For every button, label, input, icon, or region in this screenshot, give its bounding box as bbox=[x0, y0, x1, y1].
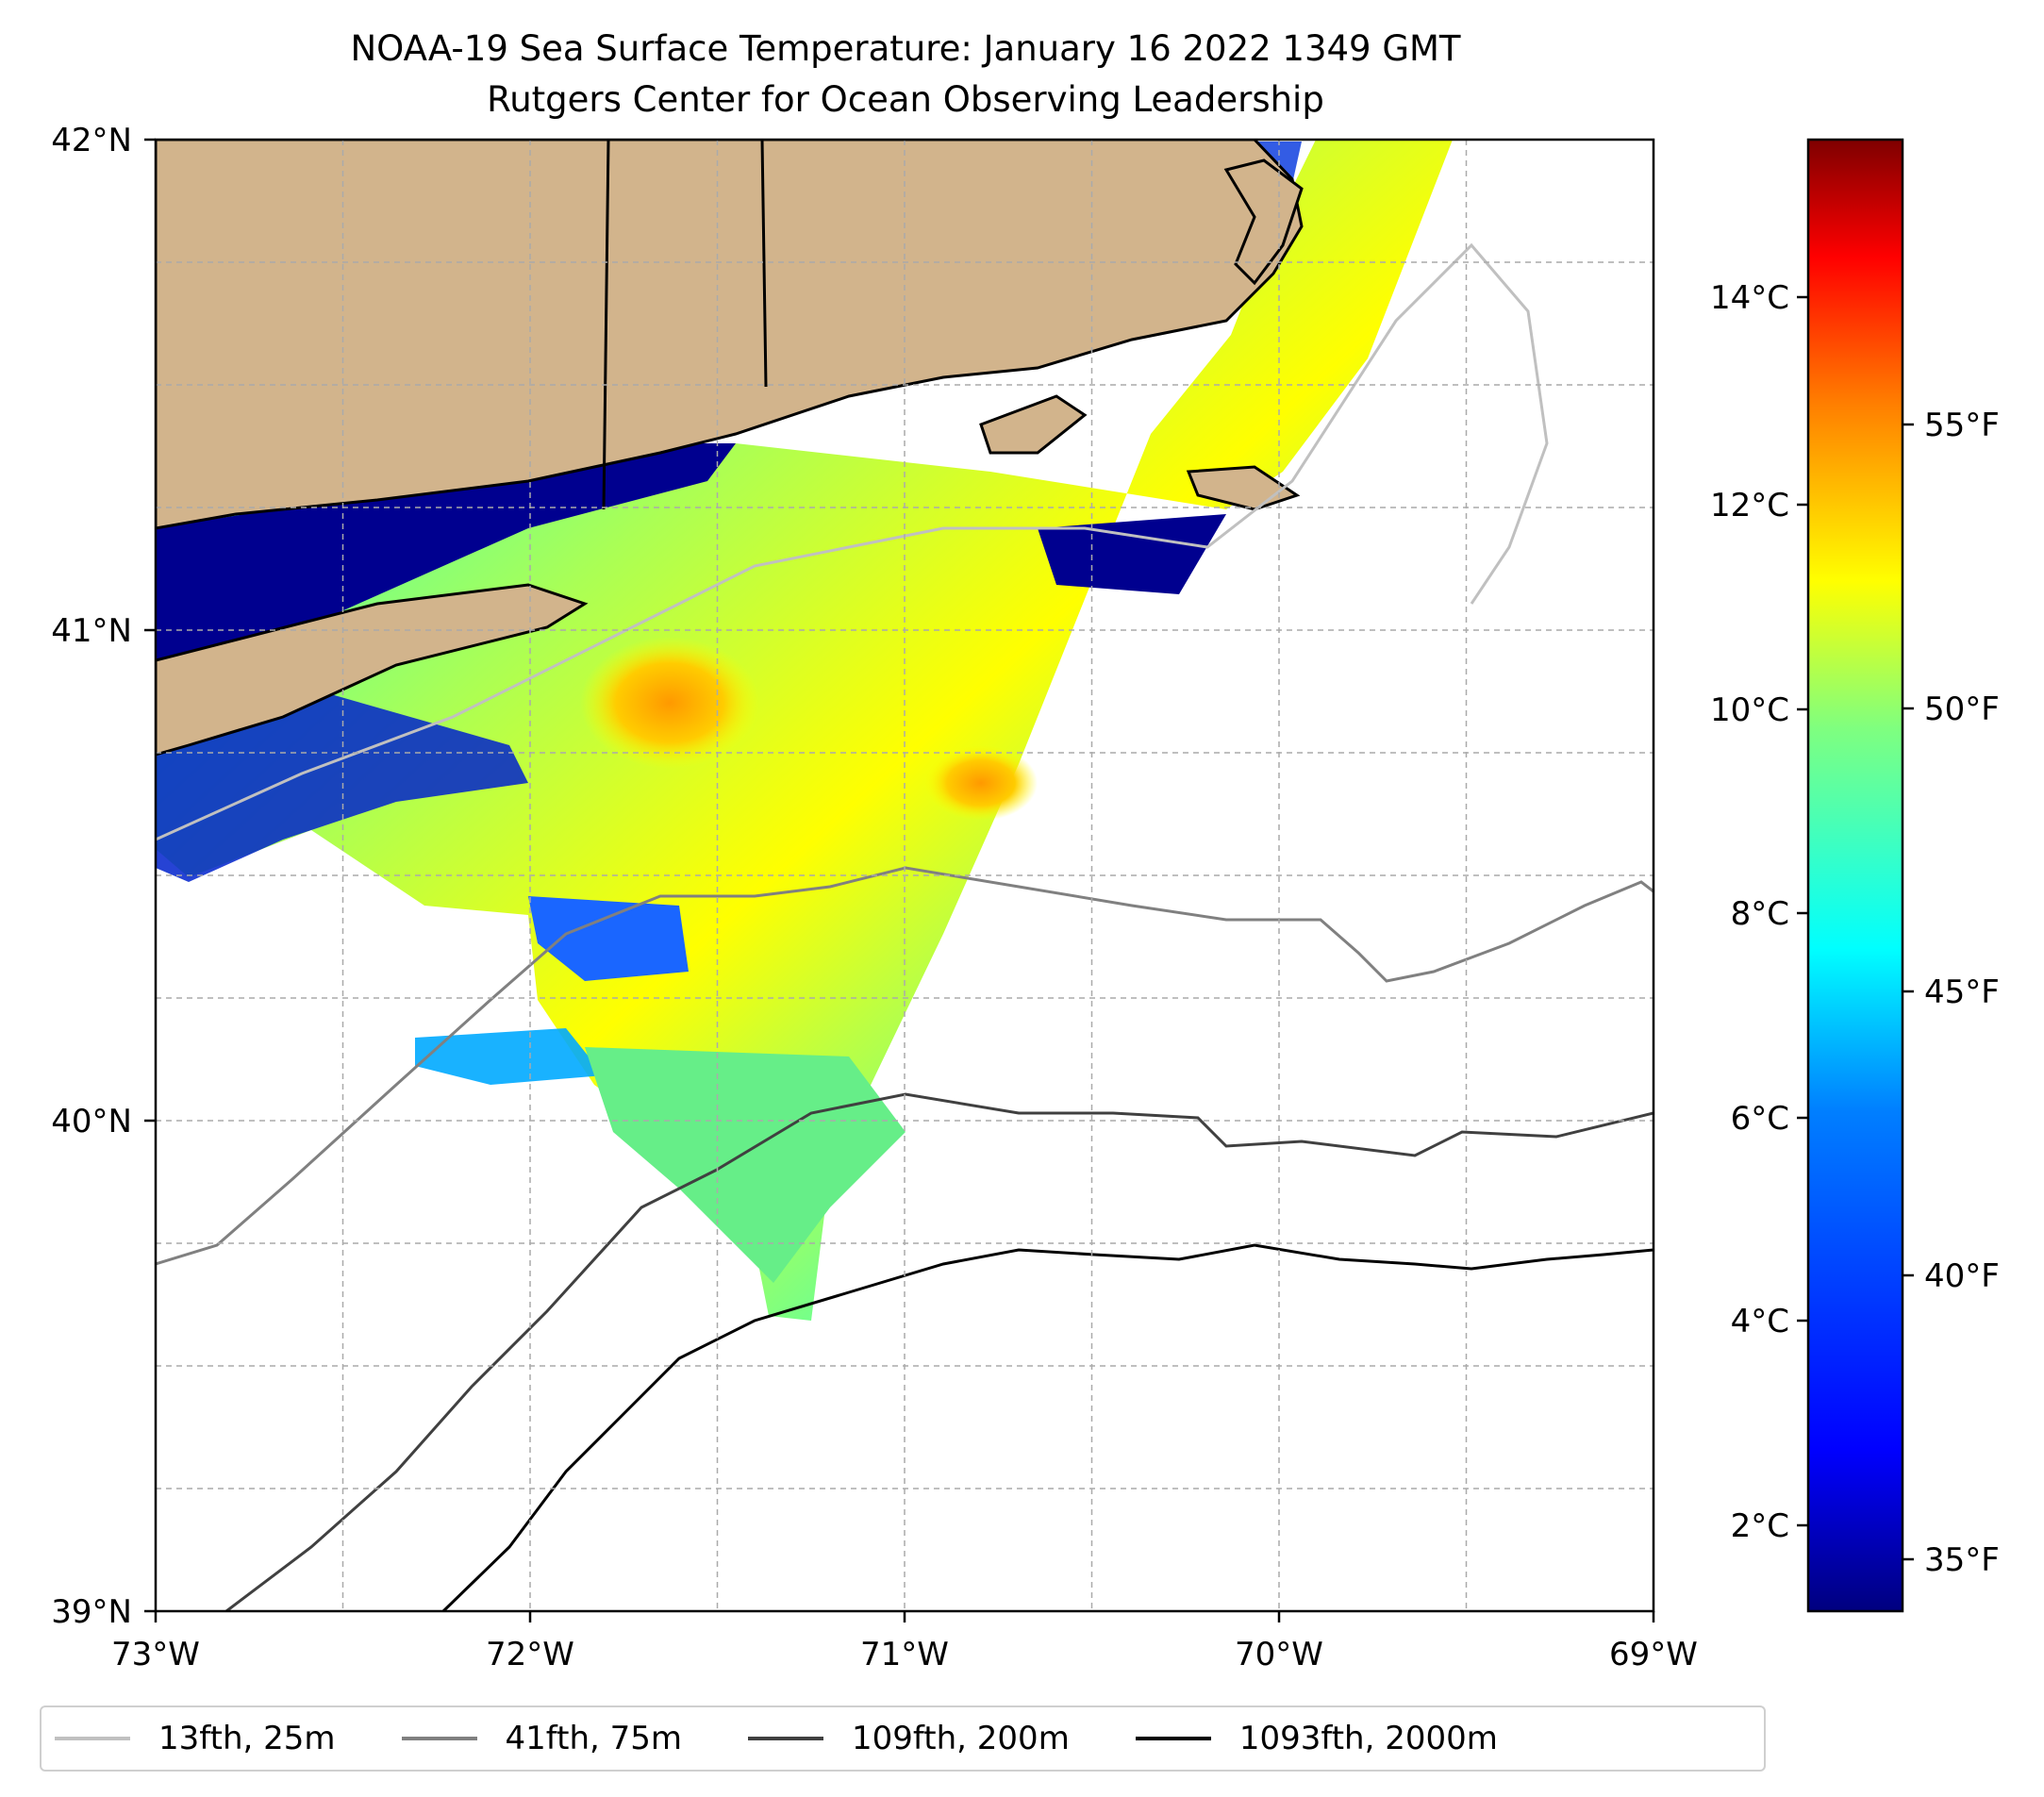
colorbar-ticks bbox=[1797, 295, 1914, 1561]
land-cape-cod bbox=[1223, 158, 1304, 286]
legend-label: 109fth, 200m bbox=[852, 1720, 1070, 1757]
celsius-tick: 14°C bbox=[1710, 279, 1789, 317]
colorbar bbox=[1806, 138, 1904, 1613]
sst-patch-west bbox=[528, 896, 689, 981]
tick-marks bbox=[144, 138, 1655, 1622]
y-tick-label: 41°N bbox=[51, 612, 132, 650]
celsius-tick: 4°C bbox=[1731, 1303, 1789, 1340]
state-border-ny-ct bbox=[602, 140, 610, 510]
chart-title: NOAA-19 Sea Surface Temperature: January… bbox=[350, 28, 1461, 69]
legend-item: 41fth, 75m bbox=[401, 1720, 683, 1757]
warm-core-2 bbox=[924, 745, 1038, 821]
fahrenheit-tick: 55°F bbox=[1924, 407, 2000, 444]
legend-swatch-2000m bbox=[1135, 1737, 1211, 1740]
sst-patch-south bbox=[415, 1028, 604, 1085]
gridlines bbox=[156, 140, 1653, 1611]
legend-item: 13fth, 25m bbox=[55, 1720, 336, 1757]
contour-2000m bbox=[441, 1243, 1653, 1611]
contour-75m bbox=[156, 866, 1653, 1266]
celsius-tick: 10°C bbox=[1710, 691, 1789, 729]
y-tick-label: 40°N bbox=[51, 1103, 132, 1140]
contour-25m bbox=[156, 242, 1549, 841]
land-martha-vineyard bbox=[979, 394, 1088, 455]
chart-subtitle: Rutgers Center for Ocean Observing Leade… bbox=[487, 79, 1324, 120]
warm-core bbox=[580, 637, 759, 769]
state-border-ct-ri bbox=[760, 140, 768, 388]
contour-200m bbox=[225, 1092, 1653, 1611]
cold-patch-east bbox=[1038, 514, 1226, 594]
x-tick-label: 70°W bbox=[1235, 1636, 1323, 1673]
x-tick-label: 69°W bbox=[1609, 1636, 1698, 1673]
map-content bbox=[156, 140, 1653, 1611]
x-tick-label: 71°W bbox=[860, 1636, 949, 1673]
fahrenheit-tick: 50°F bbox=[1924, 691, 2000, 728]
x-tick-label: 72°W bbox=[486, 1636, 574, 1673]
fahrenheit-tick: 35°F bbox=[1924, 1541, 2000, 1579]
legend-label: 13fth, 25m bbox=[158, 1720, 336, 1757]
land-new-england bbox=[156, 140, 1304, 530]
sst-swath bbox=[156, 140, 1453, 1321]
fahrenheit-tick: 40°F bbox=[1924, 1257, 2000, 1295]
legend-label: 1093fth, 2000m bbox=[1238, 1720, 1498, 1757]
celsius-tick: 2°C bbox=[1731, 1507, 1789, 1545]
legend-item: 1093fth, 2000m bbox=[1135, 1720, 1498, 1757]
sst-patch-south2 bbox=[585, 1047, 906, 1283]
fahrenheit-tick: 45°F bbox=[1924, 973, 2000, 1011]
land-long-island bbox=[156, 583, 589, 757]
celsius-tick: 12°C bbox=[1710, 487, 1789, 524]
legend-swatch-25m bbox=[55, 1737, 130, 1740]
legend: 13fth, 25m 41fth, 75m 109fth, 200m 1093f… bbox=[40, 1705, 1766, 1772]
x-tick-label: 73°W bbox=[111, 1636, 200, 1673]
cold-band-south bbox=[156, 689, 528, 882]
legend-item: 109fth, 200m bbox=[748, 1720, 1070, 1757]
y-tick-label: 42°N bbox=[51, 122, 132, 159]
legend-swatch-75m bbox=[401, 1737, 477, 1740]
y-tick-label: 39°N bbox=[51, 1593, 132, 1631]
celsius-tick: 6°C bbox=[1731, 1100, 1789, 1138]
celsius-tick: 8°C bbox=[1731, 895, 1789, 933]
legend-swatch-200m bbox=[748, 1737, 824, 1740]
legend-label: 41fth, 75m bbox=[505, 1720, 683, 1757]
